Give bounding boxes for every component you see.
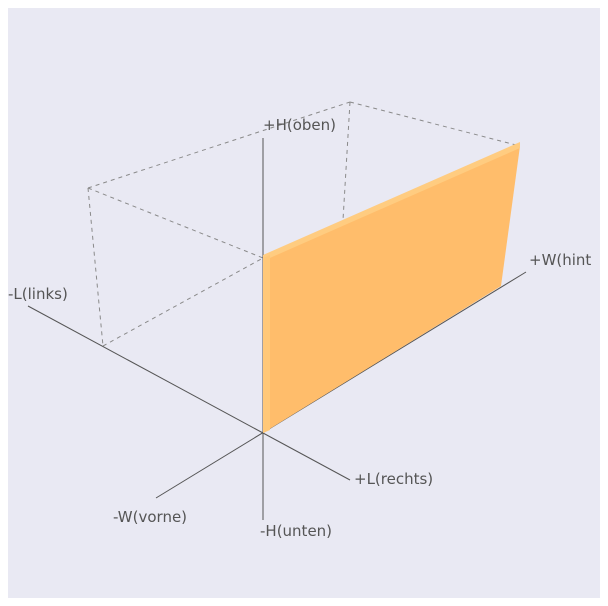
label-minus-w: -W(vorne): [113, 508, 187, 526]
wall-panel-top-edge: [263, 142, 520, 261]
wall-panel-face[interactable]: [263, 146, 520, 433]
wall-panel[interactable]: [263, 142, 520, 433]
3d-viewport[interactable]: +H(oben) -H(unten) -L(links) +L(rechts) …: [8, 8, 600, 598]
guide-top-left-front: [87, 187, 264, 259]
label-plus-w: +W(hint: [529, 251, 591, 269]
label-minus-h: -H(unten): [260, 522, 332, 540]
label-plus-l: +L(rechts): [354, 470, 433, 488]
guide-top-right-back: [349, 101, 521, 147]
wall-panel-left-edge: [263, 255, 270, 433]
label-minus-l: -L(links): [8, 285, 68, 303]
3d-scene: +H(oben) -H(unten) -L(links) +L(rechts) …: [8, 101, 591, 540]
guide-left-vertical: [87, 187, 104, 347]
guide-bottom-left: [102, 257, 264, 347]
label-plus-h: +H(oben): [263, 116, 336, 134]
guide-back-vertical: [342, 101, 351, 221]
bounding-box-guides: [87, 101, 521, 347]
axis-l: [27, 305, 351, 481]
guide-top-left-back: [87, 101, 351, 189]
axis-w: [155, 271, 527, 499]
